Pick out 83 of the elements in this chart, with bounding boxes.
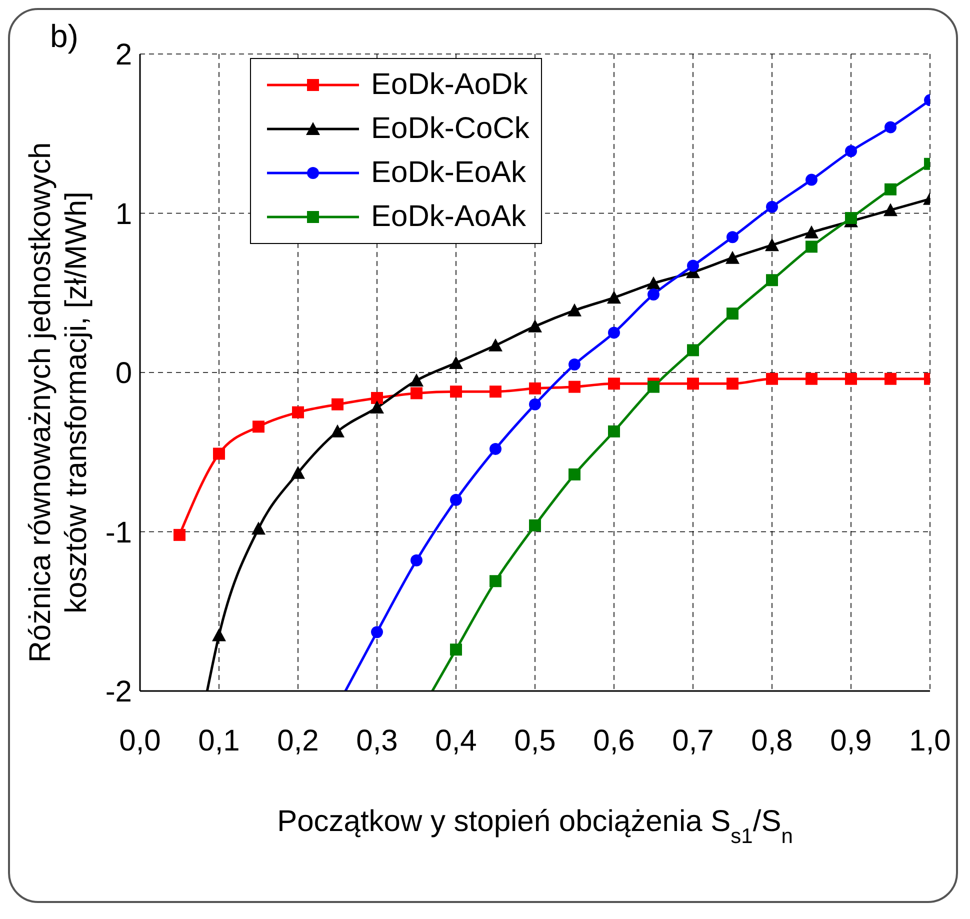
x-tick-label: 0,0 <box>119 724 161 758</box>
x-tick-label: 0,5 <box>514 724 556 758</box>
point <box>370 400 384 414</box>
point <box>410 554 422 566</box>
x-tick-label: 0,7 <box>672 724 714 758</box>
point <box>726 250 740 264</box>
x-tick-label: 0,1 <box>198 724 240 758</box>
point <box>252 420 264 433</box>
point <box>884 372 896 385</box>
point <box>806 240 818 253</box>
x-tick-label: 0,3 <box>356 724 398 758</box>
x-tick-label: 0,4 <box>435 724 477 758</box>
point <box>450 386 462 398</box>
point <box>726 378 738 390</box>
legend-label: EoDk-AoAk <box>371 200 526 234</box>
point <box>529 398 541 410</box>
point <box>648 380 660 393</box>
x-axis-title: Początkow y stopień obciążenia S$_{s1}$/S$_{n}$ <box>277 805 793 848</box>
x-tick-label: 1,0 <box>909 724 951 758</box>
point <box>766 200 778 213</box>
y-tick-label: -1 <box>105 516 132 550</box>
point <box>607 290 621 304</box>
point <box>766 372 778 385</box>
point <box>212 628 226 642</box>
point <box>174 528 186 541</box>
point <box>490 442 502 455</box>
point <box>568 303 582 316</box>
point <box>450 644 462 656</box>
point <box>330 424 344 438</box>
point <box>766 274 778 286</box>
point <box>410 387 422 400</box>
point <box>371 626 383 638</box>
point <box>529 519 541 532</box>
point <box>687 260 699 272</box>
y-tick-label: 1 <box>115 198 132 231</box>
x-tick-label: 0,2 <box>277 724 319 758</box>
point <box>371 392 383 404</box>
point <box>490 575 502 588</box>
point <box>726 231 738 244</box>
y-tick-label: 0 <box>115 357 132 390</box>
point <box>765 238 779 252</box>
point <box>529 382 541 394</box>
point <box>291 466 305 479</box>
point <box>213 448 225 460</box>
point <box>646 276 660 290</box>
text: b) <box>50 18 78 55</box>
x-tick-label: 0,8 <box>751 724 793 758</box>
point <box>292 406 304 418</box>
point <box>884 183 896 196</box>
legend-label: EoDk-AoDk <box>371 68 528 102</box>
point <box>568 358 580 371</box>
point <box>687 344 699 356</box>
point <box>410 373 424 386</box>
point <box>528 319 542 332</box>
point <box>845 212 857 224</box>
point <box>648 288 660 300</box>
x-tick-label: 0,6 <box>593 724 635 758</box>
point <box>845 145 857 158</box>
point <box>332 398 344 410</box>
x-tick-label: 0,9 <box>830 724 872 758</box>
point <box>726 308 738 320</box>
point <box>568 468 580 480</box>
point <box>845 372 857 385</box>
y-tick-label: -2 <box>105 676 132 709</box>
point <box>450 494 462 506</box>
point <box>687 378 699 390</box>
point <box>568 380 580 393</box>
y-axis-title: Różnica równoważnych jednostkowych kosztów transformacji, [zł/MWh] <box>24 142 93 663</box>
point <box>608 378 620 390</box>
point <box>804 225 818 238</box>
legend-label: EoDk-EoAk <box>371 156 526 190</box>
point <box>884 203 898 216</box>
point <box>490 386 502 398</box>
point <box>608 425 620 438</box>
point <box>488 338 502 352</box>
y-tick-label: 2 <box>115 38 132 72</box>
point <box>449 356 463 369</box>
point <box>884 121 896 134</box>
point <box>252 522 266 535</box>
legend-label: EoDk-CoCk <box>371 112 530 146</box>
point <box>806 174 818 186</box>
point <box>608 326 620 339</box>
point <box>806 372 818 385</box>
